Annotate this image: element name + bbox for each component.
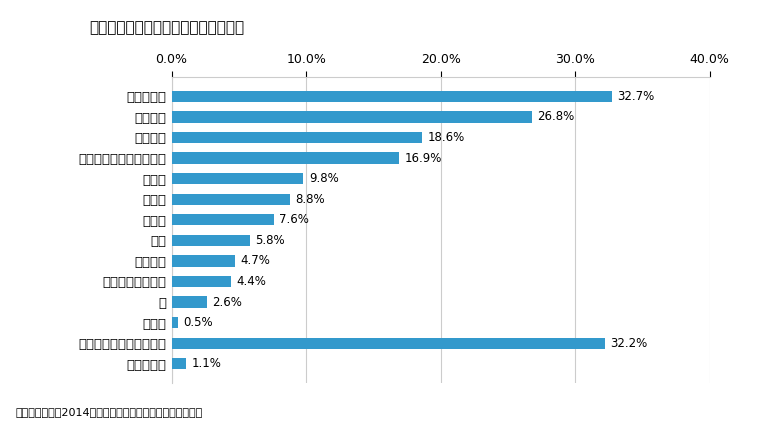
Bar [172,317,179,328]
Text: 4.4%: 4.4% [236,275,266,288]
Text: 4.7%: 4.7% [240,254,270,268]
Text: 32.7%: 32.7% [617,90,654,103]
Bar [172,193,290,205]
Bar [172,255,235,267]
Text: 災害対策について相談したい人や組織: 災害対策について相談したい人や組織 [90,20,245,35]
Text: 18.6%: 18.6% [427,131,465,144]
Text: 26.8%: 26.8% [537,110,575,124]
Text: 16.9%: 16.9% [404,152,441,164]
Text: 1.1%: 1.1% [192,357,222,370]
Text: 9.8%: 9.8% [309,172,339,185]
Bar [172,173,303,184]
Bar [172,214,274,225]
Bar [172,111,532,123]
Bar [172,276,231,287]
Bar [172,132,422,143]
Bar [172,153,399,164]
Text: 8.8%: 8.8% [296,193,325,206]
Text: 7.6%: 7.6% [279,213,309,226]
Bar [172,358,186,369]
Bar [172,235,250,246]
Bar [172,337,604,349]
Text: 出典：内閣府（2014）「防災に関する世論調査」より作成: 出典：内閣府（2014）「防災に関する世論調査」より作成 [16,408,203,417]
Bar [172,296,207,308]
Text: 0.5%: 0.5% [184,316,214,329]
Text: 図表10: 図表10 [30,20,67,34]
Text: 2.6%: 2.6% [212,296,242,308]
Text: 32.2%: 32.2% [610,337,647,350]
Text: 5.8%: 5.8% [255,234,285,247]
Bar [172,91,612,102]
